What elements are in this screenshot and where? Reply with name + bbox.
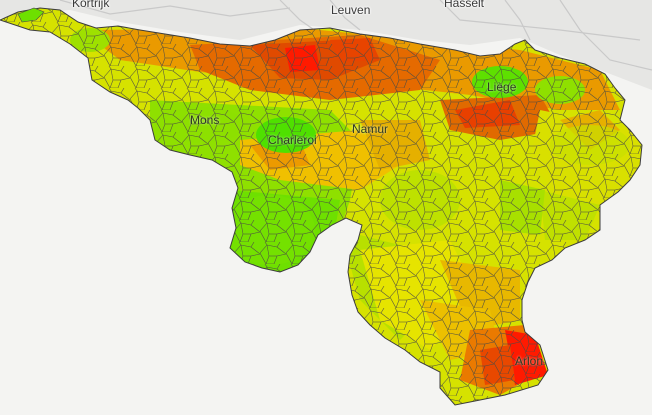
- comines-enclave[interactable]: [17, 7, 45, 23]
- city-label-namur: Namur: [352, 122, 389, 136]
- city-label-arlon: Arlon: [515, 354, 544, 368]
- city-label-mons: Mons: [190, 113, 220, 127]
- city-label-leuven: Leuven: [331, 3, 371, 17]
- city-label-liege: Liège: [487, 80, 517, 94]
- city-label-charleroi: Charleroi: [268, 133, 317, 147]
- city-label-hasselt: Hasselt: [444, 0, 485, 10]
- city-label-kortrijk: Kortrijk: [72, 0, 110, 10]
